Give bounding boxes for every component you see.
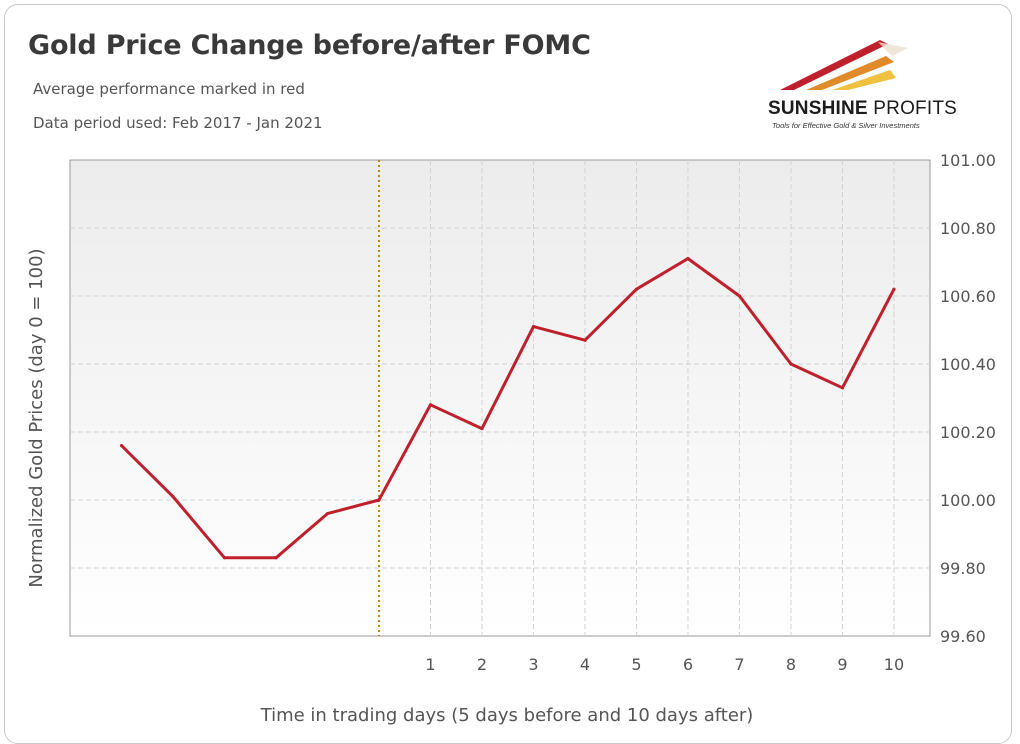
sunshine-profits-logo-icon bbox=[780, 40, 908, 90]
data-point bbox=[171, 495, 175, 499]
logo-name-bold: SUNSHINE bbox=[768, 98, 868, 119]
x-tick-label: 6 bbox=[683, 655, 693, 674]
data-point bbox=[686, 257, 690, 261]
y-tick-label: 99.60 bbox=[940, 627, 986, 646]
y-tick-label: 100.40 bbox=[940, 355, 996, 374]
series-group bbox=[119, 257, 896, 560]
x-tick-label: 5 bbox=[631, 655, 641, 674]
plot-area bbox=[69, 159, 931, 637]
logo-name-light: PROFITS bbox=[873, 98, 958, 119]
data-point bbox=[892, 287, 896, 291]
logo-tagline: Tools for Effective Gold & Silver Invest… bbox=[772, 121, 920, 130]
y-tick-label: 100.80 bbox=[940, 219, 996, 238]
x-tick-label: 4 bbox=[580, 655, 590, 674]
chart-subtitle-2: Data period used: Feb 2017 - Jan 2021 bbox=[33, 114, 323, 132]
data-point bbox=[480, 427, 484, 431]
x-tick-label: 7 bbox=[734, 655, 744, 674]
x-tick-label: 10 bbox=[884, 655, 904, 674]
x-axis-ticks: 1 2 3 4 5 6 7 8 9 10 bbox=[425, 655, 904, 674]
data-point bbox=[737, 294, 742, 298]
y-axis-ticks: 99.60 99.80 100.00 100.20 100.40 100.60 100.80… bbox=[940, 151, 996, 646]
x-tick-label: 1 bbox=[425, 655, 435, 674]
data-point bbox=[428, 403, 433, 407]
data-point bbox=[222, 556, 227, 560]
y-tick-label: 100.00 bbox=[940, 491, 996, 510]
data-point bbox=[325, 511, 330, 516]
x-axis-label: Time in trading days (5 days before and … bbox=[260, 705, 754, 726]
chart-subtitle-1: Average performance marked in red bbox=[33, 80, 305, 98]
data-point bbox=[583, 338, 587, 342]
data-point bbox=[634, 287, 639, 291]
data-point bbox=[789, 362, 793, 366]
logo-wordmark: SUNSHINE PROFITS bbox=[768, 98, 957, 120]
x-tick-label: 8 bbox=[786, 655, 796, 674]
y-tick-label: 100.20 bbox=[940, 423, 996, 442]
series-line bbox=[120, 257, 896, 560]
data-point bbox=[377, 498, 381, 502]
chart-title: Gold Price Change before/after FOMC bbox=[28, 30, 591, 61]
data-point bbox=[840, 386, 845, 390]
y-axis-label: Normalized Gold Prices (day 0 = 100) bbox=[26, 248, 47, 587]
data-point bbox=[531, 325, 536, 329]
y-tick-label: 100.60 bbox=[940, 287, 996, 306]
y-tick-label: 99.80 bbox=[940, 559, 986, 578]
y-tick-label: 101.00 bbox=[940, 151, 996, 170]
x-tick-label: 3 bbox=[528, 655, 538, 674]
x-tick-label: 9 bbox=[837, 655, 847, 674]
gridlines bbox=[70, 160, 930, 636]
data-point bbox=[119, 444, 124, 448]
x-tick-label: 2 bbox=[477, 655, 487, 674]
data-point bbox=[274, 556, 278, 560]
